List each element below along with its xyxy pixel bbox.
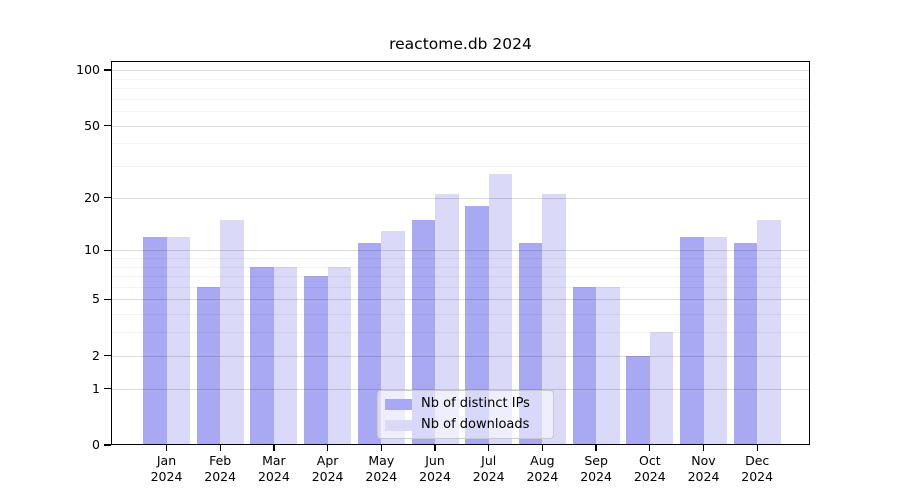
- bar-distinct-ips: [680, 236, 704, 445]
- bar-downloads: [327, 266, 352, 445]
- legend-item-downloads: Nb of downloads: [385, 417, 545, 434]
- y-axis-tick: [104, 196, 111, 199]
- y-axis-tick: [104, 298, 111, 301]
- x-tick-label: Feb 2024: [204, 453, 237, 484]
- y-tick-label: 20: [84, 189, 100, 205]
- gridline-minor: [111, 143, 810, 145]
- gridline-major: [111, 197, 810, 199]
- bar-downloads: [435, 193, 459, 445]
- x-tick-label: Apr 2024: [311, 453, 344, 484]
- x-tick-label: Oct 2024: [633, 453, 666, 484]
- x-axis-tick: [434, 445, 436, 451]
- x-tick-label: Jan 2024: [150, 453, 183, 484]
- bar-distinct-ips: [196, 286, 221, 445]
- x-axis-tick: [649, 445, 651, 451]
- gridline-minor: [111, 276, 810, 278]
- bar-distinct-ips: [733, 243, 758, 445]
- x-axis-tick: [541, 445, 544, 451]
- bar-distinct-ips: [465, 205, 489, 445]
- y-tick-label: 0: [92, 437, 100, 452]
- legend-swatch-downloads: [385, 419, 412, 431]
- x-axis-tick: [702, 445, 705, 451]
- y-axis-tick: [104, 69, 111, 71]
- bar-downloads: [542, 193, 566, 445]
- gridline-minor: [111, 78, 810, 80]
- bar-downloads: [166, 236, 190, 445]
- x-tick-label: Nov 2024: [687, 453, 720, 484]
- x-tick-label: Jun 2024: [419, 453, 451, 484]
- gridline-minor: [111, 166, 810, 168]
- y-axis-tick: [104, 444, 111, 446]
- y-axis-tick: [104, 249, 111, 251]
- x-axis-tick: [756, 445, 758, 451]
- x-tick-label: Aug 2024: [526, 453, 559, 484]
- bar-downloads: [273, 266, 298, 445]
- x-axis-tick: [380, 445, 382, 451]
- gridline-minor: [111, 286, 810, 288]
- x-tick-label: Sep 2024: [580, 453, 612, 484]
- gridline-minor: [111, 332, 810, 334]
- x-tick-label: Mar 2024: [257, 453, 290, 484]
- y-axis-tick: [104, 387, 111, 390]
- legend: Nb of distinct IPs Nb of downloads: [377, 390, 554, 439]
- legend-label-distinct-ips: Nb of distinct IPs: [421, 396, 530, 411]
- legend-item-distinct-ips: Nb of distinct IPs: [385, 396, 545, 413]
- gridline-major: [111, 388, 810, 390]
- x-axis-tick: [488, 445, 490, 451]
- gridline-minor: [111, 88, 810, 90]
- gridline-minor: [111, 257, 810, 259]
- gridline-minor: [111, 266, 810, 268]
- x-axis-tick: [595, 445, 597, 451]
- y-tick-label: 1: [92, 380, 100, 396]
- y-tick-label: 2: [92, 347, 100, 363]
- x-tick-label: Jul 2024: [472, 453, 505, 484]
- chart-title: reactome.db 2024: [389, 35, 532, 53]
- gridline-major: [111, 355, 810, 357]
- bar-downloads: [703, 236, 727, 445]
- bar-downloads: [488, 174, 513, 445]
- y-tick-label: 100: [76, 62, 100, 78]
- bar-distinct-ips: [357, 243, 382, 445]
- y-tick-label: 5: [92, 291, 100, 307]
- gridline-major: [111, 250, 810, 252]
- plot-area: [111, 61, 810, 445]
- x-axis-tick: [326, 445, 329, 451]
- bar-downloads: [596, 286, 620, 445]
- gridline-major: [111, 125, 810, 127]
- gridline-major: [111, 70, 810, 72]
- y-axis-tick: [104, 124, 111, 127]
- x-tick-label: Dec 2024: [741, 453, 774, 484]
- bar-distinct-ips: [143, 236, 167, 445]
- x-axis-tick: [219, 445, 221, 451]
- gridline-minor: [111, 98, 810, 100]
- y-axis-tick: [104, 355, 111, 357]
- x-axis-tick: [165, 445, 168, 451]
- bar-distinct-ips: [572, 286, 597, 445]
- bar-distinct-ips: [626, 355, 650, 445]
- gridline-minor: [111, 314, 810, 316]
- bar-distinct-ips: [304, 276, 328, 445]
- y-tick-label: 10: [84, 242, 100, 258]
- gridline-major: [111, 299, 810, 301]
- bar-downloads: [649, 332, 674, 445]
- bar-downloads: [220, 219, 244, 445]
- gridline-minor: [111, 111, 810, 113]
- bar-distinct-ips: [411, 219, 435, 445]
- legend-swatch-distinct-ips: [385, 398, 412, 410]
- legend-label-downloads: Nb of downloads: [421, 417, 530, 432]
- bar-distinct-ips: [250, 266, 274, 445]
- y-tick-label: 50: [84, 117, 100, 133]
- bar-downloads: [757, 219, 781, 445]
- x-tick-label: May 2024: [365, 453, 398, 484]
- x-axis-tick: [273, 445, 275, 451]
